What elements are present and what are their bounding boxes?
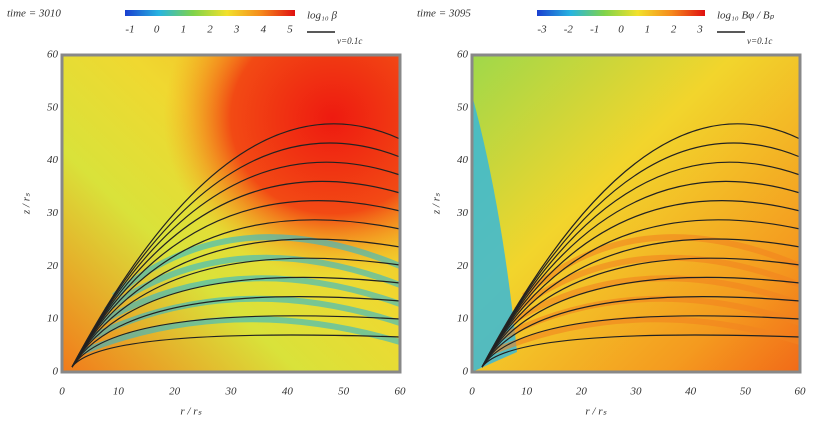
- colorbar-label: log₁₀ Bφ / Bₚ: [717, 10, 775, 22]
- contour: [71, 180, 401, 368]
- y-tick-label: 40: [47, 154, 59, 166]
- colorbar-tick-label: 2: [671, 24, 677, 36]
- x-tick-label: 50: [740, 386, 752, 398]
- field-streak: [96, 275, 402, 327]
- contour: [481, 315, 801, 368]
- x-tick-label: 20: [169, 386, 181, 398]
- contour: [71, 161, 401, 368]
- contour: [71, 296, 401, 368]
- x-tick-label: 0: [59, 386, 65, 398]
- plot-frame: [60, 53, 402, 374]
- field-streak: [112, 234, 402, 299]
- contour: [71, 200, 401, 368]
- colorbar-tick-label: -2: [564, 24, 574, 36]
- colorbar-tick-label: -1: [125, 24, 134, 36]
- field-streak: [490, 316, 801, 355]
- contour: [481, 200, 801, 368]
- field-streak: [522, 234, 802, 299]
- colorbar-label: log₁₀ β: [307, 10, 337, 22]
- contour: [481, 142, 801, 368]
- x-tick-label: 10: [521, 386, 533, 398]
- y-tick-label: 60: [47, 49, 59, 61]
- field: [472, 55, 800, 372]
- x-tick-label: 50: [338, 386, 350, 398]
- contour: [71, 315, 401, 368]
- contour: [481, 334, 801, 368]
- y-axis-label: z / rₛ: [21, 192, 33, 215]
- x-tick-label: 60: [795, 386, 807, 398]
- y-tick-label: 50: [457, 101, 469, 113]
- contour: [71, 276, 401, 368]
- x-axis-label: r / rₛ: [585, 406, 607, 418]
- contour: [481, 238, 801, 368]
- contour: [481, 180, 801, 368]
- contour: [481, 219, 801, 368]
- colorbar-tick-label: 0: [154, 24, 160, 36]
- colorbar: [537, 10, 705, 16]
- plot-frame: [470, 53, 802, 374]
- colorbar-tick-label: 3: [696, 24, 703, 36]
- colorbar-tick-label: 1: [181, 24, 187, 36]
- contour: [71, 123, 401, 368]
- contour: [71, 334, 401, 368]
- contour: [71, 142, 401, 368]
- x-tick-label: 0: [469, 386, 475, 398]
- contour: [481, 276, 801, 368]
- y-tick-label: 0: [463, 366, 469, 378]
- y-tick-label: 10: [47, 313, 59, 325]
- colorbar-tick-label: 0: [618, 24, 624, 36]
- y-tick-label: 10: [457, 313, 469, 325]
- colorbar-tick-label: 3: [233, 24, 240, 36]
- x-tick-label: 10: [113, 386, 125, 398]
- contour: [481, 161, 801, 368]
- x-tick-label: 30: [630, 386, 643, 398]
- arrow-label: v=0.1c: [337, 36, 362, 46]
- y-tick-label: 50: [47, 101, 59, 113]
- colorbar-tick-label: 2: [207, 24, 213, 36]
- colorbar-tick-label: -3: [537, 24, 547, 36]
- arrow-label: v=0.1c: [747, 36, 772, 46]
- y-tick-label: 20: [47, 260, 59, 272]
- y-tick-label: 20: [457, 260, 469, 272]
- colorbar: [125, 10, 295, 16]
- colorbar-tick-label: 5: [287, 24, 293, 36]
- time-label: time = 3010: [7, 8, 61, 20]
- x-tick-label: 30: [225, 386, 238, 398]
- contour: [71, 238, 401, 368]
- y-tick-label: 0: [53, 366, 59, 378]
- x-tick-label: 40: [685, 386, 697, 398]
- field-low: [472, 95, 517, 372]
- x-axis-label: r / rₛ: [180, 406, 202, 418]
- contour: [71, 257, 401, 368]
- y-tick-label: 30: [456, 207, 469, 219]
- contour: [71, 219, 401, 368]
- colorbar-tick-label: 1: [645, 24, 651, 36]
- contour: [481, 257, 801, 368]
- y-axis-label: z / rₛ: [431, 192, 443, 215]
- colorbar-tick-label: -1: [590, 24, 599, 36]
- x-tick-label: 60: [395, 386, 407, 398]
- field-streak: [80, 316, 401, 355]
- y-tick-label: 30: [46, 207, 59, 219]
- contour: [481, 123, 801, 368]
- field-streak: [506, 275, 802, 327]
- x-tick-label: 40: [282, 386, 294, 398]
- x-tick-label: 20: [576, 386, 588, 398]
- colorbar-tick-label: 4: [261, 24, 267, 36]
- contour: [481, 296, 801, 368]
- y-tick-label: 60: [457, 49, 469, 61]
- time-label: time = 3095: [417, 8, 471, 20]
- y-tick-label: 40: [457, 154, 469, 166]
